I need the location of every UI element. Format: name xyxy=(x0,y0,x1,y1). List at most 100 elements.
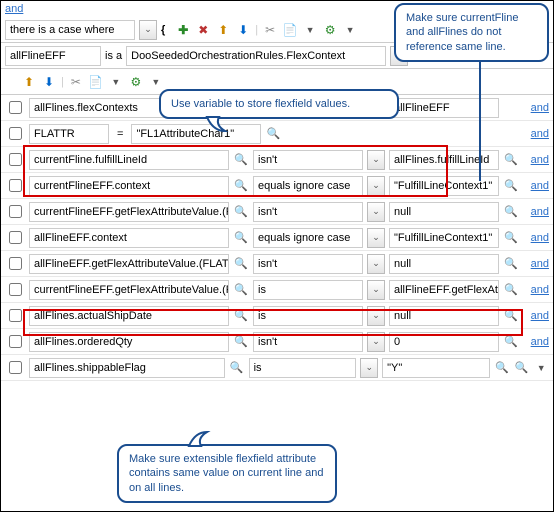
search-icon[interactable] xyxy=(233,230,249,246)
rhs-field[interactable]: allFlineEFF xyxy=(389,98,499,118)
lhs-field[interactable]: currentFlineEFF.context xyxy=(29,176,229,196)
row-checkbox[interactable] xyxy=(9,179,22,192)
down-icon[interactable]: ⬇ xyxy=(235,22,251,38)
lhs-field[interactable]: currentFlineEFF.getFlexAttributeValue.(F… xyxy=(29,280,229,300)
search-icon[interactable] xyxy=(233,204,249,220)
op-dropdown[interactable]: ⌄ xyxy=(367,202,385,222)
row-checkbox[interactable] xyxy=(9,257,22,270)
row-and[interactable]: and xyxy=(531,154,549,166)
search-icon[interactable] xyxy=(494,360,510,376)
search-icon[interactable] xyxy=(503,256,519,272)
row-and[interactable]: and xyxy=(531,310,549,322)
op-field[interactable]: equals ignore case xyxy=(253,228,363,248)
rhs-field[interactable]: 0 xyxy=(389,332,499,352)
op-field[interactable]: isn't xyxy=(253,202,363,222)
rhs-field[interactable]: null xyxy=(389,202,499,222)
op-dropdown[interactable]: ⌄ xyxy=(367,150,385,170)
rhs-field[interactable]: "FulfillLineContext1" xyxy=(389,176,499,196)
lhs-field[interactable]: currentFlineEFF.getFlexAttributeValue.(F… xyxy=(29,202,229,222)
search-icon[interactable] xyxy=(233,334,249,350)
row-and[interactable]: and xyxy=(531,232,549,244)
op-dropdown[interactable]: ⌄ xyxy=(360,358,378,378)
case-dropdown[interactable]: ⌄ xyxy=(139,20,157,40)
row-and[interactable]: and xyxy=(531,180,549,192)
op-field[interactable]: is xyxy=(253,280,363,300)
search-icon[interactable] xyxy=(503,178,519,194)
search-icon[interactable] xyxy=(233,308,249,324)
op-field[interactable]: equals ignore case xyxy=(253,176,363,196)
search-icon[interactable] xyxy=(265,126,281,142)
inner-down-icon[interactable]: ⬇ xyxy=(41,74,57,90)
search-icon[interactable] xyxy=(503,152,519,168)
row-checkbox[interactable] xyxy=(9,309,22,322)
lhs-field[interactable]: allFlines.actualShipDate xyxy=(29,306,229,326)
op-dropdown[interactable]: ⌄ xyxy=(367,228,385,248)
op-dropdown[interactable]: ⌄ xyxy=(367,332,385,352)
row-checkbox[interactable] xyxy=(9,231,22,244)
inner-cut-icon[interactable]: ✂ xyxy=(68,74,84,90)
lhs-field[interactable]: FLATTR xyxy=(29,124,109,144)
lhs-field[interactable]: currentFline.fulfillLineId xyxy=(29,150,229,170)
lhs-field[interactable]: allFlines.shippableFlag xyxy=(29,358,225,378)
rhs-field[interactable]: null xyxy=(389,254,499,274)
inner-copy-icon[interactable]: 📄 xyxy=(88,74,104,90)
row-checkbox[interactable] xyxy=(9,205,22,218)
search-icon[interactable] xyxy=(233,178,249,194)
search-icon[interactable] xyxy=(503,334,519,350)
delete-icon[interactable]: ✖ xyxy=(195,22,211,38)
search-icon[interactable] xyxy=(503,230,519,246)
case-select[interactable]: there is a case where xyxy=(5,20,135,40)
op-field[interactable]: isn't xyxy=(253,150,363,170)
row-and[interactable]: and xyxy=(531,128,549,140)
search-icon[interactable] xyxy=(503,204,519,220)
row-checkbox[interactable] xyxy=(9,335,22,348)
op-field[interactable]: is xyxy=(249,358,357,378)
search-icon[interactable] xyxy=(503,282,519,298)
row-menu-icon[interactable]: ▼ xyxy=(533,360,549,376)
copy-icon[interactable]: 📄 xyxy=(282,22,298,38)
op-dropdown[interactable]: ⌄ xyxy=(367,280,385,300)
inner-tri2-icon[interactable]: ▼ xyxy=(148,74,164,90)
rhs-field[interactable]: "FL1AttributeChar1" xyxy=(131,124,261,144)
rhs-field[interactable]: allFlineEFF.getFlexAtt xyxy=(389,280,499,300)
lhs-field[interactable]: allFlines.orderedQty xyxy=(29,332,229,352)
up-icon[interactable]: ⬆ xyxy=(215,22,231,38)
inner-tri1-icon[interactable]: ▼ xyxy=(108,74,124,90)
row-checkbox[interactable] xyxy=(9,361,22,374)
row-and[interactable]: and xyxy=(531,258,549,270)
rhs-field[interactable]: "Y" xyxy=(382,358,490,378)
op-field[interactable]: isn't xyxy=(253,254,363,274)
gear-tri-icon[interactable]: ▼ xyxy=(342,22,358,38)
op-field[interactable]: isn't xyxy=(253,332,363,352)
row-checkbox[interactable] xyxy=(9,101,22,114)
row-and[interactable]: and xyxy=(531,284,549,296)
search-icon[interactable] xyxy=(514,360,530,376)
row-and[interactable]: and xyxy=(531,206,549,218)
inner-up-icon[interactable]: ⬆ xyxy=(21,74,37,90)
row-and[interactable]: and xyxy=(531,102,549,114)
rhs-field[interactable]: null xyxy=(389,306,499,326)
search-icon[interactable] xyxy=(229,360,245,376)
row-and[interactable]: and xyxy=(531,336,549,348)
and-link[interactable]: and xyxy=(5,3,23,15)
row-checkbox[interactable] xyxy=(9,127,22,140)
gear-icon[interactable]: ⚙ xyxy=(322,22,338,38)
rhs-field[interactable]: allFlines.fulfillLineId xyxy=(389,150,499,170)
filter-subject[interactable]: allFlineEFF xyxy=(5,46,101,66)
menu-tri-icon[interactable]: ▼ xyxy=(302,22,318,38)
search-icon[interactable] xyxy=(503,308,519,324)
row-checkbox[interactable] xyxy=(9,153,22,166)
op-dropdown[interactable]: ⌄ xyxy=(367,306,385,326)
op-dropdown[interactable]: ⌄ xyxy=(367,176,385,196)
lhs-field[interactable]: allFlineEFF.getFlexAttributeValue.(FLATT… xyxy=(29,254,229,274)
rhs-field[interactable]: "FulfillLineContext1" xyxy=(389,228,499,248)
op-dropdown[interactable]: ⌄ xyxy=(367,254,385,274)
add-icon[interactable]: ✚ xyxy=(175,22,191,38)
op-field[interactable]: is xyxy=(253,306,363,326)
inner-gear-icon[interactable]: ⚙ xyxy=(128,74,144,90)
cut-icon[interactable]: ✂ xyxy=(262,22,278,38)
lhs-field[interactable]: allFlineEFF.context xyxy=(29,228,229,248)
row-checkbox[interactable] xyxy=(9,283,22,296)
search-icon[interactable] xyxy=(233,256,249,272)
filter-type[interactable]: DooSeededOrchestrationRules.FlexContext xyxy=(126,46,386,66)
